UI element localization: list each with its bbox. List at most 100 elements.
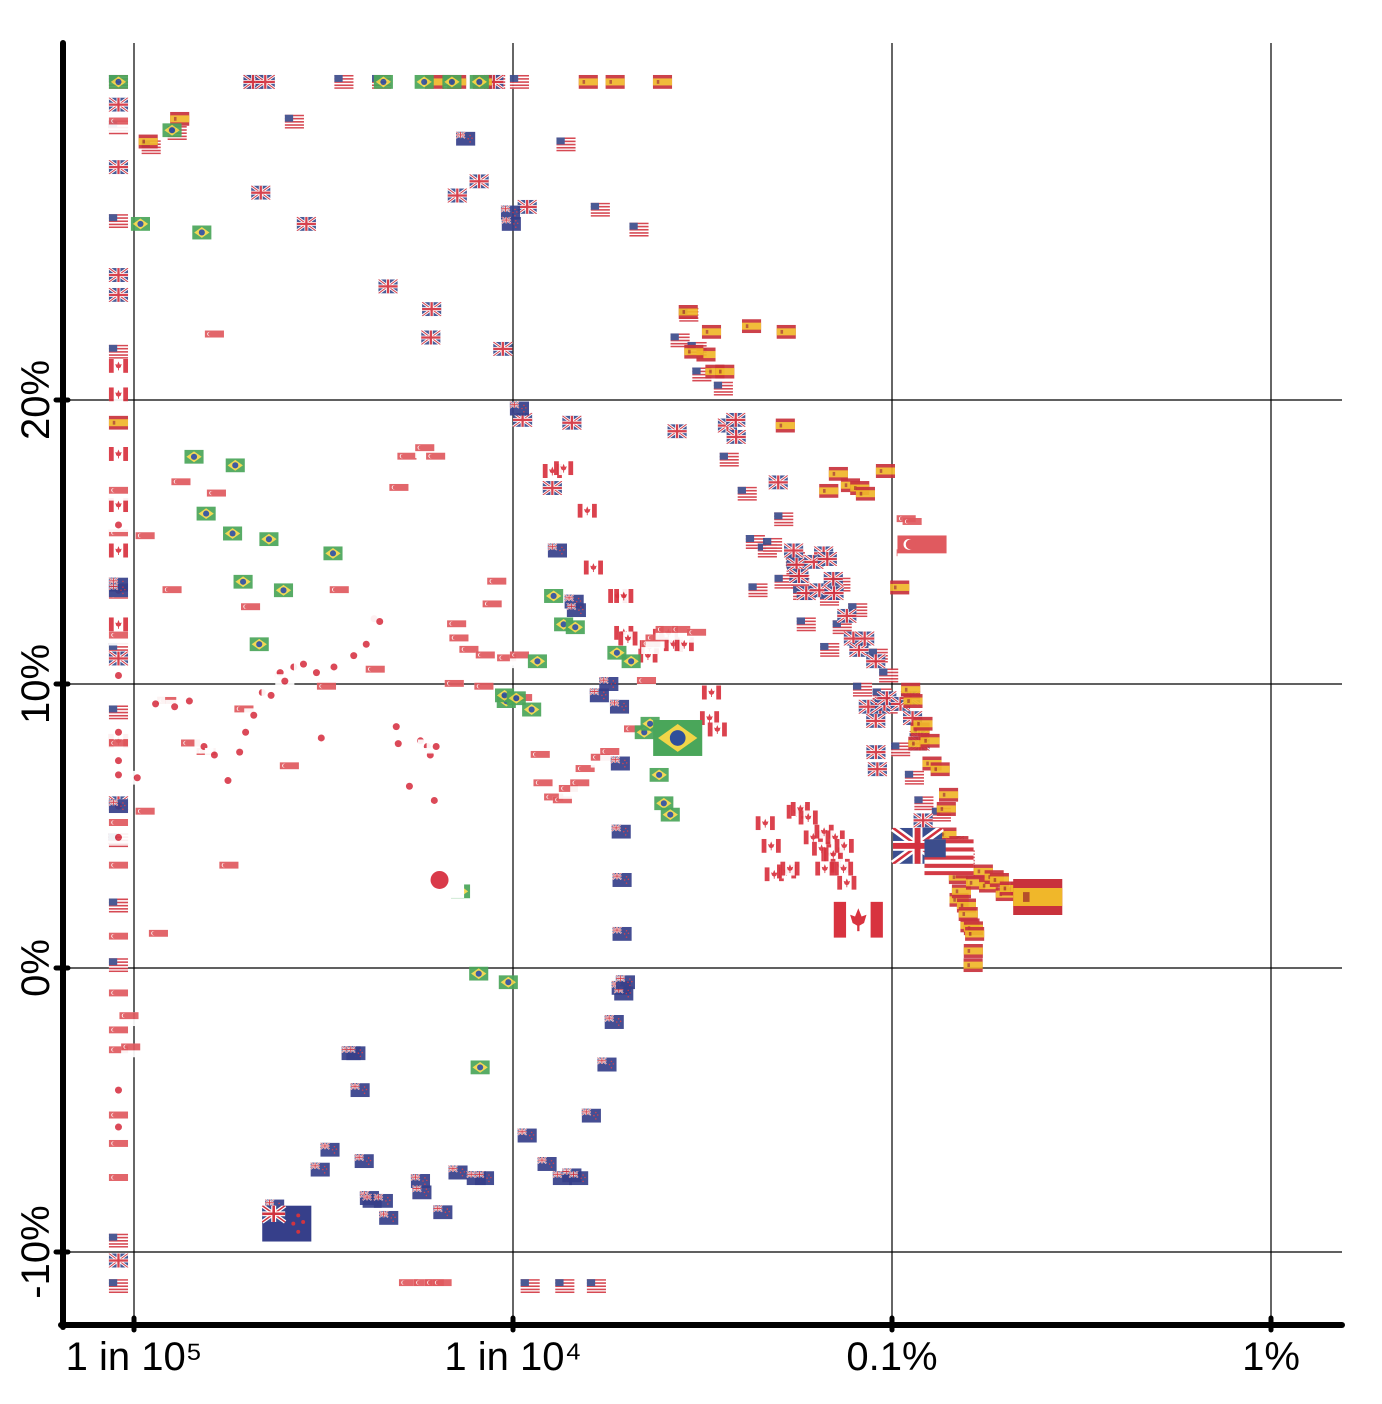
x-tick-label: 1 in 10⁵ — [66, 1335, 203, 1379]
flag-ca-point — [108, 446, 129, 461]
flag-br-point — [196, 506, 216, 521]
flag-sg-point — [171, 478, 191, 493]
flag-ca-point — [834, 861, 854, 876]
flag-nz-point — [568, 1171, 589, 1186]
flag-es-point — [684, 344, 704, 359]
flag-ca-point — [583, 560, 603, 575]
flag-sg-point — [135, 807, 155, 822]
flag-jp-point — [370, 614, 390, 629]
flag-ca-point — [834, 838, 854, 853]
flag-nz-point — [611, 824, 632, 839]
flag-gb-point — [817, 552, 838, 567]
flag-sg-point — [108, 739, 129, 754]
flag-es-point — [855, 486, 875, 501]
flag-sg-point — [316, 682, 337, 697]
flag-jp-point — [324, 659, 344, 674]
flag-us-point — [108, 705, 129, 720]
flag-ca-point — [554, 461, 574, 476]
y-tick-label: 10% — [14, 644, 58, 724]
flag-nz-point — [432, 1205, 453, 1220]
flag-nz-point — [501, 216, 522, 231]
flag-gb-point — [823, 586, 844, 601]
flag-br-point — [225, 458, 245, 473]
flag-sg-point — [474, 682, 494, 697]
flag-br-point — [162, 123, 182, 138]
flag-us-point — [748, 583, 768, 598]
flag-gb-point — [255, 74, 276, 89]
flag-sg-point — [509, 651, 530, 666]
flag-ca-point — [815, 861, 835, 876]
flag-sg-point — [432, 1279, 452, 1294]
flag-br-point — [184, 449, 204, 464]
flag-gb-point — [725, 412, 746, 427]
flag-us-point — [590, 202, 610, 217]
flag-us-point — [556, 137, 576, 152]
flag-br-point — [130, 216, 151, 231]
flag-nz-highlight-point — [262, 1206, 311, 1242]
flag-gb-point — [823, 571, 844, 586]
flag-nz-point — [547, 543, 568, 558]
flag-jp-point — [230, 745, 250, 760]
gridlines — [63, 43, 1342, 1325]
flag-es-point — [903, 694, 923, 709]
flag-nz-point — [345, 1046, 366, 1061]
flag-ca-point — [707, 722, 727, 737]
flag-br-point — [522, 702, 542, 717]
flag-us-point — [108, 1233, 129, 1248]
flag-gb-point — [913, 813, 934, 828]
flag-es-highlight-point — [1013, 879, 1063, 915]
flag-es-point — [742, 319, 762, 334]
flag-us-point — [904, 770, 924, 785]
flag-ca-point — [108, 617, 129, 632]
y-tick-label: 20% — [14, 360, 58, 440]
flag-gb-point — [108, 268, 129, 283]
flag-es-point — [678, 304, 698, 319]
flag-gb-point — [865, 713, 886, 728]
flag-gb-point — [726, 429, 747, 444]
flag-jp-point — [108, 668, 129, 683]
flag-br-point — [223, 526, 243, 541]
flag-br-point — [192, 225, 212, 240]
flag-jp-point — [146, 696, 166, 711]
flag-gb-point — [865, 654, 886, 669]
flag-sg-point — [482, 600, 502, 615]
flag-br-point — [273, 583, 294, 598]
flag-sg-point — [204, 330, 224, 345]
flag-sg-point — [240, 603, 261, 618]
flag-sg-point — [108, 1139, 129, 1154]
flag-jp-point — [108, 767, 129, 782]
flag-gb-point — [492, 341, 513, 356]
flag-ca-point — [701, 685, 722, 700]
flag-gb-point — [768, 475, 789, 490]
flag-sg-point — [108, 932, 129, 947]
flag-jp-point — [108, 725, 129, 740]
flag-sg-point — [148, 929, 168, 944]
flag-jp-point — [386, 719, 406, 734]
flag-es-point — [775, 418, 795, 433]
flag-gb-point — [783, 543, 804, 558]
flag-jp-point — [204, 748, 224, 762]
flag-nz-point — [566, 603, 587, 618]
flag-sg-point — [902, 517, 922, 532]
flag-gb-point — [378, 279, 399, 294]
flag-br-point — [544, 588, 564, 603]
flag-ca-point — [614, 588, 634, 603]
flag-nz-point — [354, 1154, 375, 1169]
flag-es-point — [965, 926, 985, 941]
flag-nz-point — [108, 583, 129, 598]
flag-us-point — [629, 222, 649, 237]
flag-us-point — [108, 344, 129, 359]
flag-es-point — [578, 74, 598, 89]
flag-br-point — [233, 574, 253, 589]
x-tick-label: 0.1% — [846, 1335, 937, 1379]
flag-us-point — [879, 668, 899, 683]
flag-jp-point — [311, 730, 331, 745]
flag-sg-point — [447, 620, 467, 635]
x-axis-ticks: 1 in 10⁵ 1 in 10⁴ 0.1% 1% — [66, 1315, 1300, 1379]
flag-gb-point — [469, 174, 490, 189]
flag-jp-point — [108, 753, 129, 768]
flag-ca-point — [108, 387, 129, 402]
flag-br-point — [565, 620, 585, 635]
flag-jp-point — [275, 674, 295, 689]
flag-br-point — [621, 654, 641, 669]
